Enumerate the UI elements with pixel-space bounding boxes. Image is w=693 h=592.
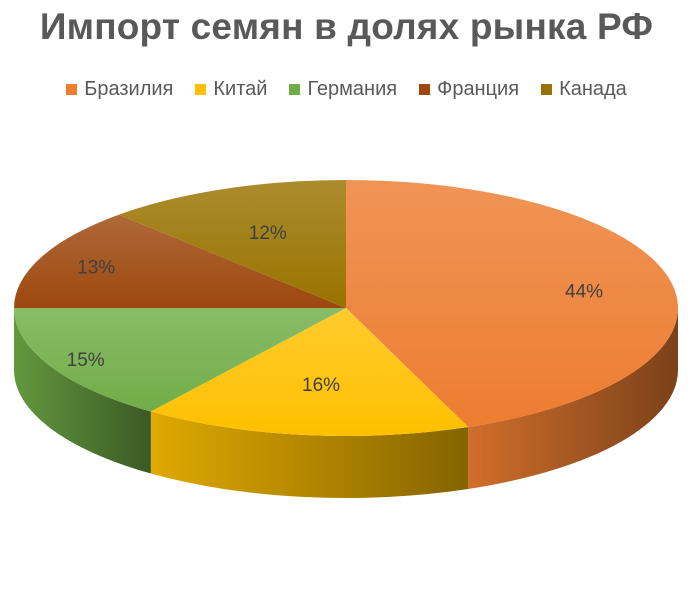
legend-label-germany: Германия: [307, 78, 398, 100]
chart-title: Импорт семян в долях рынка РФ: [39, 6, 654, 47]
data-label-france: 13%: [77, 257, 115, 278]
legend: Бразилия Китай Германия Франция Канада: [0, 78, 693, 101]
pie-slice-france: [14, 214, 346, 308]
data-label-china: 16%: [302, 375, 340, 396]
data-label-brazil: 44%: [565, 281, 603, 302]
legend-label-canada: Канада: [559, 78, 627, 100]
legend-item-germany: Германия: [289, 78, 397, 101]
data-label-canada: 12%: [249, 223, 287, 244]
pie-slice-china: [150, 308, 469, 436]
legend-item-brazil: Бразилия: [66, 78, 173, 101]
legend-swatch-canada: [541, 84, 553, 95]
legend-item-france: Франция: [419, 78, 519, 101]
pie-slices: [14, 180, 678, 436]
pie-side-germany: [14, 308, 151, 474]
legend-label-brazil: Бразилия: [84, 78, 174, 100]
legend-swatch-germany: [289, 84, 301, 95]
pie-data-labels: 44% 16% 15% 13% 12%: [67, 223, 604, 396]
pie-side-brazil: [468, 308, 678, 490]
pie-side-walls: [14, 308, 678, 498]
legend-item-china: Китай: [195, 78, 267, 101]
legend-swatch-china: [195, 84, 207, 95]
legend-swatch-france: [419, 84, 431, 95]
data-label-germany: 15%: [67, 350, 105, 371]
pie-slice-germany: [14, 308, 346, 412]
legend-swatch-brazil: [66, 84, 78, 95]
legend-label-china: Китай: [213, 78, 268, 100]
pie-slice-canada: [118, 180, 346, 308]
pie-side-china: [150, 411, 469, 498]
legend-item-canada: Канада: [541, 78, 627, 101]
pie-slice-brazil: [346, 180, 678, 428]
legend-label-france: Франция: [437, 78, 520, 100]
